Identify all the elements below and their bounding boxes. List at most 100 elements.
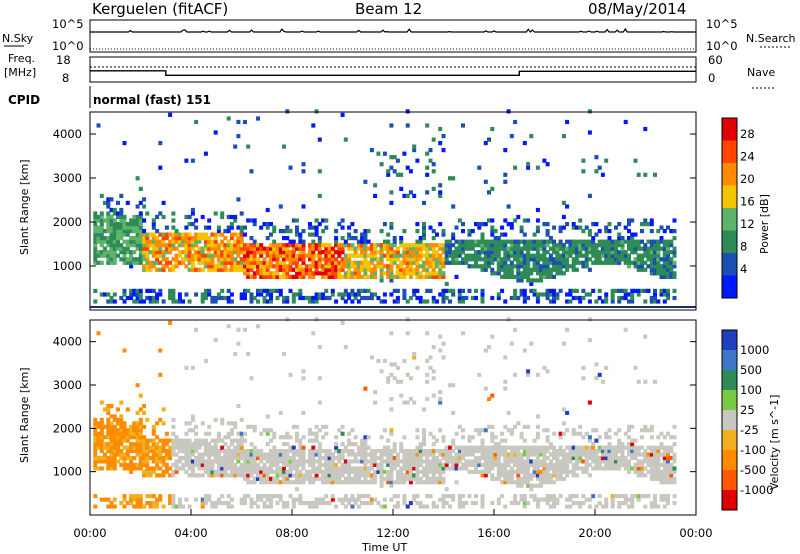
velocity-cell <box>408 376 413 381</box>
velocity-cell <box>203 497 208 502</box>
power-cell <box>161 253 166 258</box>
power-cell <box>181 243 186 248</box>
power-cell <box>275 246 280 251</box>
velocity-cell <box>347 469 352 474</box>
power-cell <box>526 278 531 283</box>
power-cell <box>379 274 384 279</box>
velocity-cell <box>490 393 495 398</box>
velocity-cell <box>474 428 478 433</box>
velocity-cell <box>187 504 192 509</box>
velocity-cell <box>587 456 592 461</box>
velocity-cell <box>402 459 407 464</box>
velocity-cell <box>93 431 98 436</box>
velocity-cell <box>500 480 505 485</box>
power-cell <box>324 253 329 258</box>
velocity-cell <box>334 504 339 509</box>
velocity-cell <box>343 459 348 464</box>
velocity-cell <box>395 476 400 481</box>
velocity-cell <box>275 456 280 461</box>
power-cell <box>200 257 205 262</box>
power-cell <box>223 229 228 234</box>
power-cell <box>298 257 303 262</box>
velocity-cell <box>627 504 631 509</box>
velocity-cell <box>317 466 322 471</box>
velocity-cell <box>220 466 225 471</box>
power-cell <box>164 257 169 262</box>
power-cell <box>207 243 212 248</box>
power-cell <box>330 267 335 272</box>
power-cell <box>568 239 573 244</box>
velocity-cell <box>666 466 670 471</box>
power-cell <box>428 260 433 265</box>
power-cell <box>480 239 485 244</box>
velocity-cell <box>343 445 348 450</box>
velocity-cell <box>584 431 589 436</box>
velocity-cell <box>298 501 303 506</box>
power-cell <box>516 278 521 283</box>
power-cell <box>155 295 160 301</box>
velocity-cell <box>483 386 488 391</box>
power-cell <box>594 155 599 160</box>
power-cell <box>304 295 309 301</box>
velocity-cell <box>561 407 566 412</box>
power-cell <box>474 222 478 227</box>
power-cell <box>519 264 524 269</box>
velocity-cell <box>539 445 544 450</box>
power-cell <box>643 267 648 272</box>
velocity-cell <box>269 428 273 433</box>
power-cell <box>509 225 514 230</box>
power-cell <box>653 292 657 297</box>
power-cell <box>184 257 189 262</box>
power-cell <box>122 222 127 227</box>
power-cell <box>187 232 192 237</box>
velocity-cell <box>259 469 264 474</box>
power-cell <box>571 295 576 301</box>
velocity-cell <box>395 473 400 478</box>
velocity-cell <box>272 435 277 440</box>
velocity-cell <box>216 473 221 478</box>
velocity-cell <box>301 476 306 481</box>
velocity-cell <box>233 445 238 450</box>
power-cell <box>444 295 449 301</box>
power-cell <box>203 236 208 241</box>
velocity-cell <box>389 452 394 457</box>
velocity-cell <box>392 442 397 447</box>
power-cell <box>382 264 387 269</box>
power-cell <box>461 243 465 248</box>
power-cell <box>438 190 443 195</box>
power-cell <box>223 243 228 248</box>
power-cell <box>535 218 540 223</box>
velocity-cell <box>200 473 205 478</box>
power-cell <box>366 274 371 279</box>
power-cell <box>386 271 391 276</box>
velocity-cell <box>457 452 462 457</box>
velocity-cell <box>548 445 553 450</box>
power-cell <box>480 292 485 297</box>
date-title: 08/May/2014 <box>588 0 686 18</box>
power-cell <box>506 271 511 276</box>
velocity-cell <box>243 494 247 499</box>
velocity-cell <box>636 449 641 454</box>
power-cell <box>275 288 280 293</box>
velocity-cell <box>138 428 143 433</box>
velocity-cell <box>441 341 446 346</box>
power-cell <box>181 257 186 262</box>
power-cell <box>190 222 195 227</box>
power-cell <box>441 299 446 304</box>
velocity-cell <box>275 452 280 457</box>
velocity-cell <box>646 494 651 499</box>
power-cell <box>535 253 540 258</box>
power-cell <box>249 169 254 174</box>
velocity-cell <box>119 428 124 433</box>
velocity-cell <box>467 469 472 474</box>
power-cell <box>627 260 631 265</box>
power-cell <box>171 225 176 230</box>
freq-label-2: [MHz] <box>4 66 36 79</box>
velocity-cell <box>425 473 430 478</box>
power-cell <box>360 246 365 251</box>
velocity-cell <box>522 497 527 502</box>
power-cell <box>643 126 648 132</box>
power-cell <box>203 257 208 262</box>
velocity-cell <box>649 445 654 450</box>
